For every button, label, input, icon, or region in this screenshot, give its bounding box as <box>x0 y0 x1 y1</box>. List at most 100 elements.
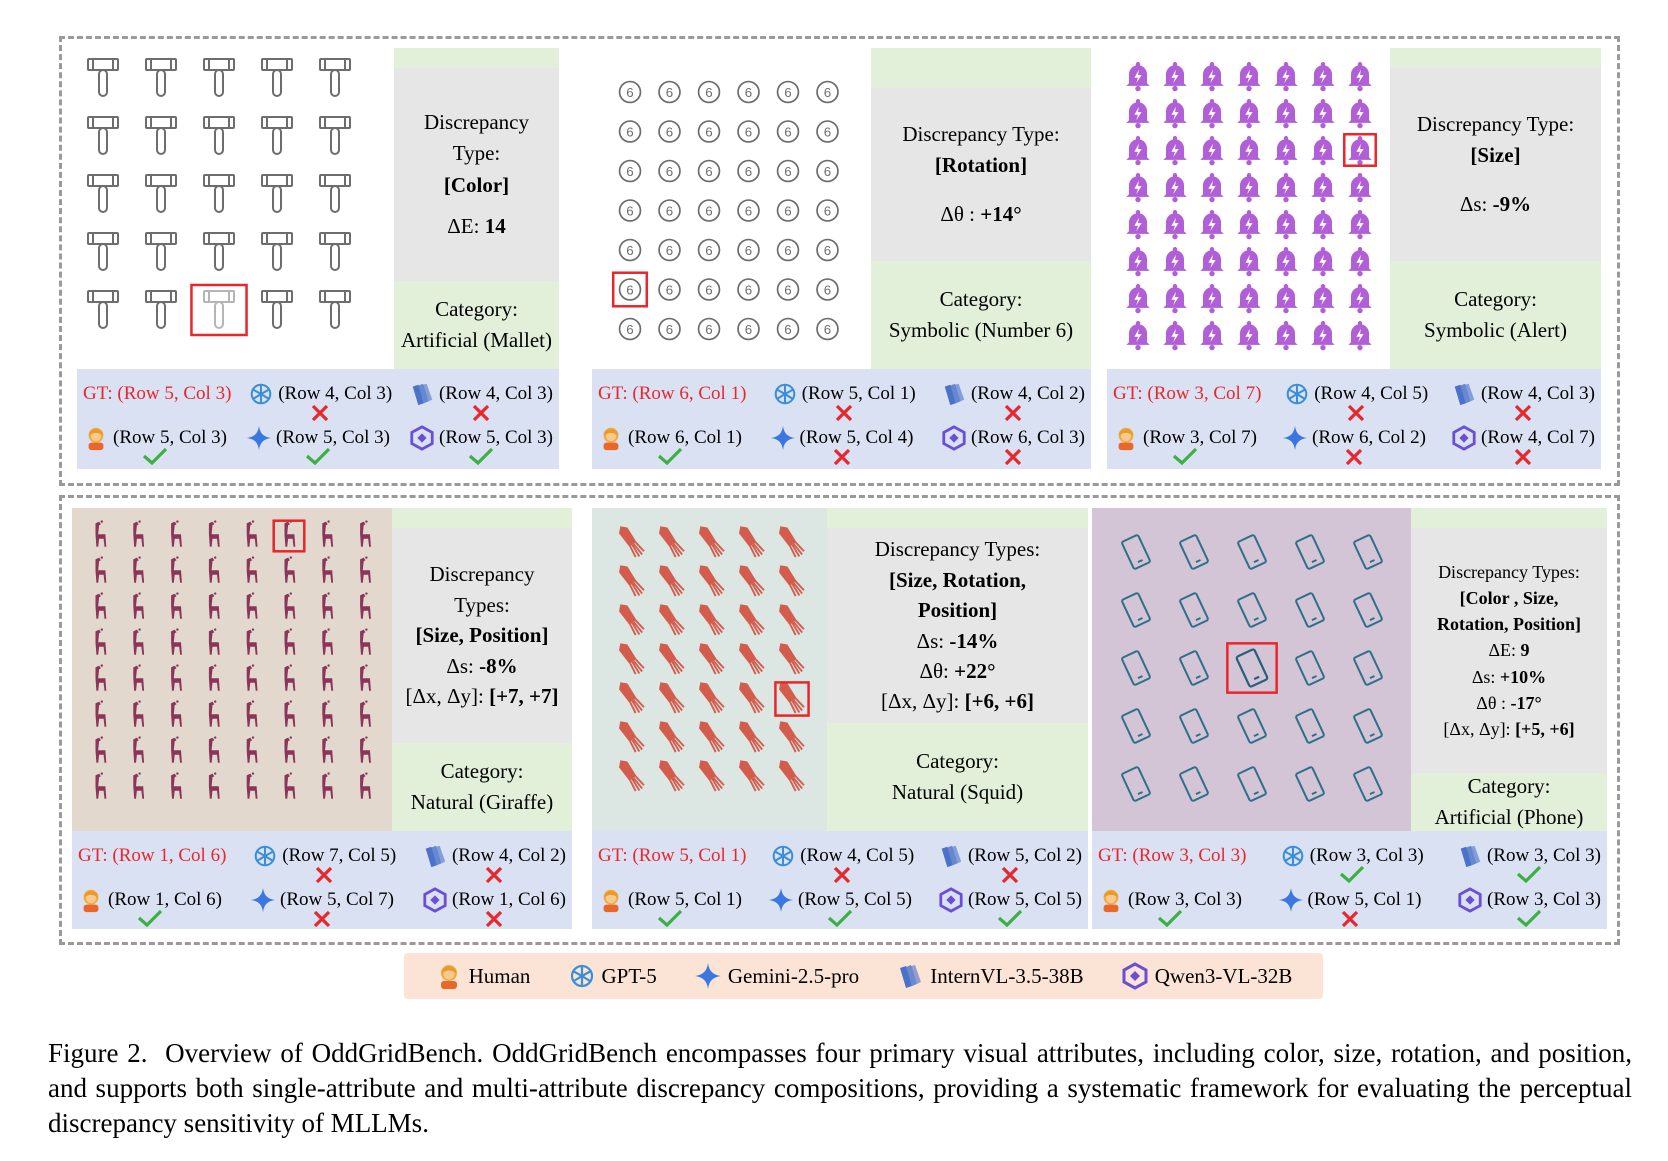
prediction-gpt: (Row 3, Col 3) <box>1280 843 1424 884</box>
internvl-icon <box>1451 381 1477 407</box>
cross-icon <box>310 403 330 429</box>
category-value: Artificial (Mallet) <box>400 328 553 352</box>
category-value: Symbolic (Number 6) <box>888 318 1074 342</box>
odd-one-out-grid <box>592 508 827 831</box>
grid-item: 6 <box>816 317 839 341</box>
prediction-gemini: (Row 5, Col 3) <box>246 425 390 466</box>
grid-item <box>246 556 258 583</box>
grid-item <box>1274 321 1298 351</box>
prediction-text: (Row 1, Col 6) <box>108 889 222 910</box>
prediction-row: (Row 6, Col 1) (Row 5, Col 4) (Row 6, Col … <box>592 425 1091 466</box>
discrepancy-details: Discrepancy Type: [Size] Δs: -9% <box>1390 68 1601 261</box>
grid-item <box>208 628 220 655</box>
ground-truth-highlight-box <box>190 283 248 337</box>
metric-label: Δθ : <box>940 202 981 227</box>
svg-text:6: 6 <box>824 203 831 218</box>
check-icon <box>997 909 1023 933</box>
gemini-icon <box>1278 887 1304 913</box>
svg-text:6: 6 <box>824 322 831 337</box>
discrepancy-type-value: [Size, Position] <box>415 623 549 648</box>
odd-item: 6 <box>618 278 642 301</box>
svg-text:6: 6 <box>745 322 752 337</box>
grid-item <box>779 760 805 792</box>
metric-label: ΔE: <box>447 213 485 238</box>
check-icon <box>657 447 683 471</box>
example-panel-5: Discrepancy Types: [Size, Rotation, Positi… <box>592 508 1088 929</box>
grid-item: 6 <box>618 199 642 222</box>
grid-item <box>208 736 220 763</box>
grid-item: 6 <box>737 159 760 183</box>
grid-item <box>1311 99 1335 129</box>
svg-text:6: 6 <box>626 203 633 218</box>
grid-item <box>1179 766 1209 802</box>
grid-item <box>779 526 805 558</box>
discrepancy-metric: Δθ : -17° <box>1476 690 1541 716</box>
grid-item <box>1179 592 1209 628</box>
grid-item <box>322 664 334 691</box>
grid-item <box>319 58 351 97</box>
grid-item <box>208 556 220 583</box>
grid-item: 6 <box>816 238 839 262</box>
internvl-icon <box>941 381 967 407</box>
grid-item: 6 <box>697 278 721 301</box>
grid-item <box>171 772 182 799</box>
svg-text:6: 6 <box>784 164 791 179</box>
odd-item <box>203 290 235 329</box>
discrepancy-type-value: [Rotation] <box>934 152 1028 177</box>
human-icon <box>78 887 104 913</box>
internvl-icon <box>422 843 448 869</box>
grid-item <box>739 643 765 675</box>
grid-item: 6 <box>658 159 681 183</box>
gpt-icon <box>770 843 796 869</box>
odd-one-out-grid <box>1092 508 1411 831</box>
prediction-text: (Row 3, Col 3) <box>1309 845 1424 866</box>
grid-item <box>1311 210 1335 240</box>
discrepancy-type-value: [Color] <box>443 172 510 197</box>
discrepancy-details: Discrepancy Types: [Size, Rotation, Positi… <box>827 528 1088 723</box>
grid-item <box>145 290 177 329</box>
prediction-text: (Row 4, Col 2) <box>451 845 566 866</box>
prediction-internvl: (Row 5, Col 2) <box>938 843 1082 884</box>
grid-item: 6 <box>618 120 642 143</box>
grid-item <box>659 643 685 675</box>
discrepancy-metric: Δθ: +22° <box>919 656 995 686</box>
human-icon <box>1098 887 1124 913</box>
grid-item <box>1126 210 1150 240</box>
prediction-gpt: (Row 5, Col 1) <box>772 381 916 422</box>
grid-item <box>261 290 293 329</box>
check-icon <box>657 909 683 933</box>
prediction-qwen: (Row 5, Col 5) <box>938 887 1082 928</box>
grid-item <box>246 592 258 619</box>
gemini-icon <box>246 425 272 451</box>
metric-value: 14 <box>484 213 506 238</box>
grid-item <box>95 520 107 547</box>
gpt-icon <box>1284 381 1310 407</box>
grid-item: 6 <box>697 120 721 143</box>
grid-item <box>1311 247 1335 277</box>
prediction-human: (Row 6, Col 1) <box>598 425 742 466</box>
grid-item <box>659 526 685 558</box>
discrepancy-type-value: [Color , Size, <box>1459 588 1559 609</box>
grid-item <box>1163 173 1187 203</box>
grid-item <box>203 232 235 271</box>
grid-item <box>699 604 725 636</box>
grid-item: 6 <box>776 238 800 262</box>
grid-item <box>284 664 296 691</box>
metric-label: ΔE: <box>1488 640 1521 661</box>
grid-item <box>246 736 258 763</box>
grid-item: 6 <box>737 238 760 262</box>
grid-item <box>322 772 334 799</box>
metric-value: -9% <box>1492 192 1532 217</box>
cross-icon <box>1346 403 1366 429</box>
grid-item: 6 <box>737 120 760 143</box>
model-legend: Human GPT-5 Gemini-2.5-pro InternVL-3.5-… <box>404 953 1323 999</box>
grid-item <box>1237 284 1261 314</box>
gemini-icon <box>768 887 794 913</box>
grid-item <box>203 58 235 97</box>
legend-item-gemini: Gemini-2.5-pro <box>694 962 859 990</box>
prediction-text: (Row 5, Col 3) <box>113 427 227 448</box>
grid-item <box>1163 247 1187 277</box>
svg-text:6: 6 <box>666 85 673 100</box>
grid-item: 6 <box>658 120 681 143</box>
category-label: Category: <box>435 296 518 321</box>
